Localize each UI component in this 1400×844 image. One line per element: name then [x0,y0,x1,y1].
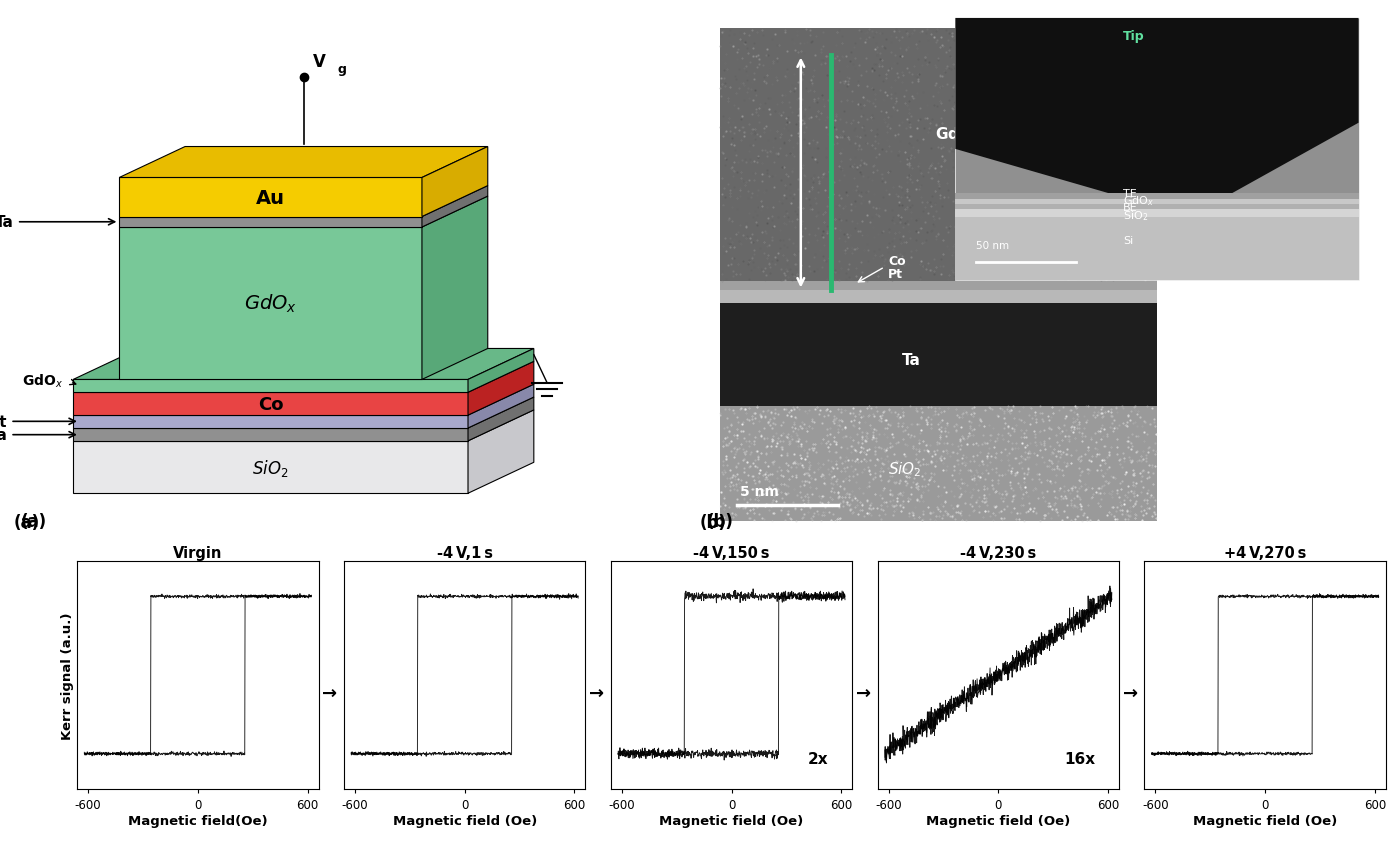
Polygon shape [421,187,487,228]
Polygon shape [73,392,468,415]
Text: g: g [337,63,347,76]
Bar [720,406,1156,522]
X-axis label: Magnetic field (Oe): Magnetic field (Oe) [659,814,804,827]
Text: $SiO_2$: $SiO_2$ [252,457,288,478]
Text: Ta: Ta [902,352,920,367]
Polygon shape [468,385,533,429]
Polygon shape [468,349,533,392]
Text: TE: TE [1123,189,1137,199]
Text: GdO$_x$: GdO$_x$ [22,371,63,389]
Polygon shape [73,441,468,494]
Polygon shape [468,362,533,415]
Text: (a): (a) [14,513,41,532]
Text: Si: Si [1123,236,1134,246]
Bar [955,210,1358,218]
Polygon shape [119,148,487,178]
X-axis label: Magnetic field (Oe): Magnetic field (Oe) [1193,814,1337,827]
Text: (b): (b) [700,513,727,532]
Bar [720,282,1156,291]
Title: -4 V,1 s: -4 V,1 s [437,545,493,560]
Text: 2x: 2x [808,751,829,766]
Polygon shape [119,197,487,228]
Polygon shape [119,178,421,217]
Text: 5 nm: 5 nm [741,484,780,498]
Title: Virgin: Virgin [174,545,223,560]
Text: →: → [589,684,605,702]
Text: Ta: Ta [0,215,115,230]
Text: Pt: Pt [888,268,903,281]
Text: Co: Co [258,395,283,414]
Text: →: → [322,684,337,702]
Bar [955,218,1358,280]
X-axis label: Magnetic field (Oe): Magnetic field (Oe) [392,814,536,827]
Polygon shape [119,228,421,380]
Text: Tip: Tip [1123,30,1145,43]
Bar [720,301,1156,406]
Polygon shape [73,385,533,415]
Text: GdO$_x$: GdO$_x$ [1123,193,1155,208]
Text: 50 nm: 50 nm [976,241,1008,252]
Bar [955,199,1358,205]
X-axis label: Magnetic field (Oe): Magnetic field (Oe) [927,814,1071,827]
Bar [955,194,1358,199]
Polygon shape [73,380,468,392]
Bar [720,291,1156,304]
Title: -4 V,150 s: -4 V,150 s [693,545,770,560]
Text: Au: Au [256,188,286,208]
Text: Pt: Pt [0,414,76,430]
Polygon shape [119,217,421,228]
Polygon shape [421,148,487,217]
Text: Co: Co [888,255,906,268]
Text: →: → [1123,684,1138,702]
Bar [720,30,1156,522]
Polygon shape [955,19,1358,202]
Text: V: V [314,53,326,71]
Bar [720,30,1156,282]
Text: (a): (a) [21,512,46,531]
Polygon shape [73,429,468,441]
Polygon shape [468,398,533,441]
X-axis label: Magnetic field(Oe): Magnetic field(Oe) [127,814,267,827]
Polygon shape [73,410,533,441]
Polygon shape [468,410,533,494]
Polygon shape [73,398,533,429]
Text: $SiO_2$: $SiO_2$ [888,460,921,479]
Text: →: → [855,684,871,702]
Title: -4 V,230 s: -4 V,230 s [960,545,1036,560]
Bar [955,19,1358,280]
Polygon shape [119,187,487,217]
Polygon shape [73,362,533,392]
Text: Ta: Ta [0,428,76,442]
Text: $GdO_x$: $GdO_x$ [244,293,297,315]
Text: 16x: 16x [1064,751,1095,766]
Title: +4 V,270 s: +4 V,270 s [1224,545,1306,560]
Bar [955,205,1358,210]
Polygon shape [73,349,533,380]
Polygon shape [421,197,487,380]
Y-axis label: Kerr signal (a.u.): Kerr signal (a.u.) [62,612,74,738]
Text: SiO$_2$: SiO$_2$ [1123,208,1148,223]
Text: BE: BE [1123,203,1138,213]
Polygon shape [73,415,468,429]
Text: GdO$_x$: GdO$_x$ [935,125,980,144]
Text: (b): (b) [707,512,734,531]
